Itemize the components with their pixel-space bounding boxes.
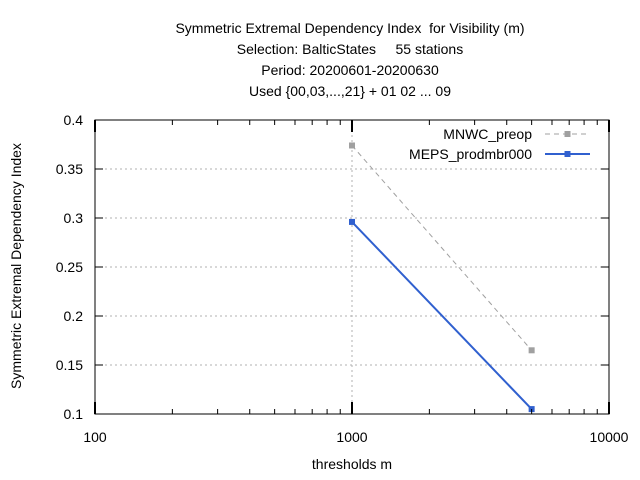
- legend-marker-1: [564, 131, 571, 137]
- legend-label-2: MEPS_prodmbr000: [409, 146, 532, 162]
- series-layer: [349, 142, 535, 413]
- x-tick-label: 100: [83, 429, 107, 445]
- title-line-1: Symmetric Extremal Dependency Index for …: [175, 20, 525, 36]
- y-tick-label: 0.4: [64, 112, 84, 128]
- title-line-4: Used {00,03,...,21} + 01 02 ... 09: [249, 83, 451, 99]
- series-point-1: [528, 347, 535, 354]
- series-point-2: [349, 218, 355, 225]
- tick-layer: 0.1 0.15 0.2 0.25 0.3 0.35 0.4 100 1000 10000: [56, 112, 629, 445]
- x-tick-label: 1000: [336, 429, 367, 445]
- series-line-2: [351, 221, 533, 410]
- x-tick-label: 10000: [590, 429, 629, 445]
- grid-layer: [95, 120, 609, 414]
- title-line-3: Period: 20200601-20200630: [261, 62, 439, 78]
- legend-label-1: MNWC_preop: [443, 126, 532, 142]
- chart-title: Symmetric Extremal Dependency Index for …: [0, 18, 640, 102]
- y-tick-label: 0.2: [64, 308, 84, 324]
- y-tick-label: 0.1: [64, 406, 84, 422]
- y-tick-label: 0.35: [56, 161, 83, 177]
- y-tick-label: 0.25: [56, 259, 83, 275]
- legend: MNWC_preop MEPS_prodmbr000: [409, 126, 590, 162]
- legend-marker-2: [564, 151, 571, 157]
- y-tick-label: 0.15: [56, 357, 83, 373]
- title-line-2: Selection: BalticStates 55 stations: [236, 41, 464, 57]
- y-tick-label: 0.3: [64, 210, 84, 226]
- x-axis-label: thresholds m: [311, 456, 393, 472]
- series-line-1: [351, 145, 532, 351]
- series-point-1: [349, 142, 355, 149]
